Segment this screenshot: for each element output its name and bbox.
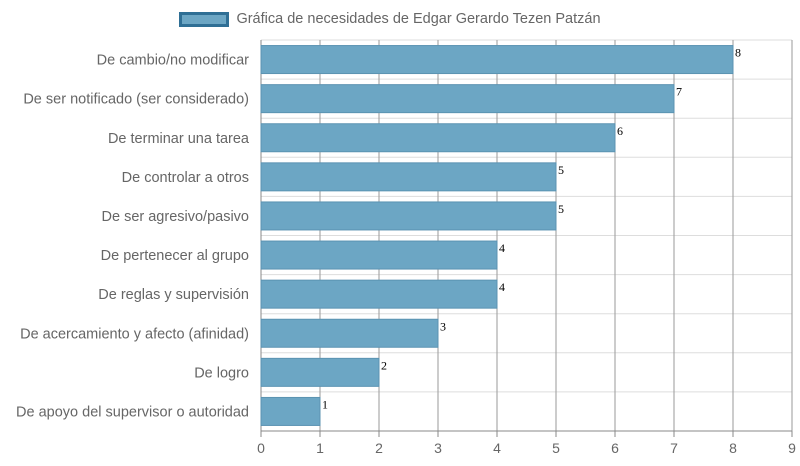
bar [260,162,557,192]
category-label: De ser notificado (ser considerado) [23,92,249,108]
bar [260,84,675,114]
data-label: 5 [558,202,564,216]
bar [260,45,734,75]
category-label: De pertenecer al grupo [101,248,249,264]
x-tick-label: 3 [434,440,442,456]
data-label: 6 [617,124,623,138]
bar [260,279,498,309]
bar [260,396,321,426]
legend-label: Gráfica de necesidades de Edgar Gerardo … [236,11,601,27]
bar [260,357,380,387]
x-tick-label: 5 [552,440,560,456]
category-label: De acercamiento y afecto (afinidad) [20,326,249,342]
data-label: 7 [676,85,682,99]
bar [260,123,616,153]
legend: Gráfica de necesidades de Edgar Gerardo … [0,8,800,30]
x-tick-label: 6 [611,440,619,456]
category-label: De ser agresivo/pasivo [102,209,250,225]
x-tick-label: 8 [729,440,737,456]
bar [260,201,557,231]
legend-swatch [179,11,230,27]
category-label: De terminar una tarea [108,131,250,147]
data-label: 3 [440,319,446,333]
legend-item[interactable]: Gráfica de necesidades de Edgar Gerardo … [179,11,601,27]
data-label: 2 [381,358,387,372]
category-label: De cambio/no modificar [97,53,249,69]
x-tick-label: 1 [316,440,324,456]
x-tick-label: 2 [375,440,383,456]
data-label: 1 [322,397,328,411]
bar [260,318,439,348]
x-tick-label: 7 [670,440,678,456]
category-label: De reglas y supervisión [98,287,249,303]
x-tick-label: 4 [493,440,501,456]
x-tick-label: 9 [788,440,796,456]
category-label: De apoyo del supervisor o autoridad [16,404,249,420]
x-tick-label: 0 [257,440,265,456]
data-label: 8 [735,46,741,60]
category-label: De logro [194,365,249,381]
data-label: 5 [558,163,564,177]
data-label: 4 [499,280,505,294]
bar [260,240,498,270]
data-label: 4 [499,241,505,255]
category-label: De controlar a otros [122,170,249,186]
